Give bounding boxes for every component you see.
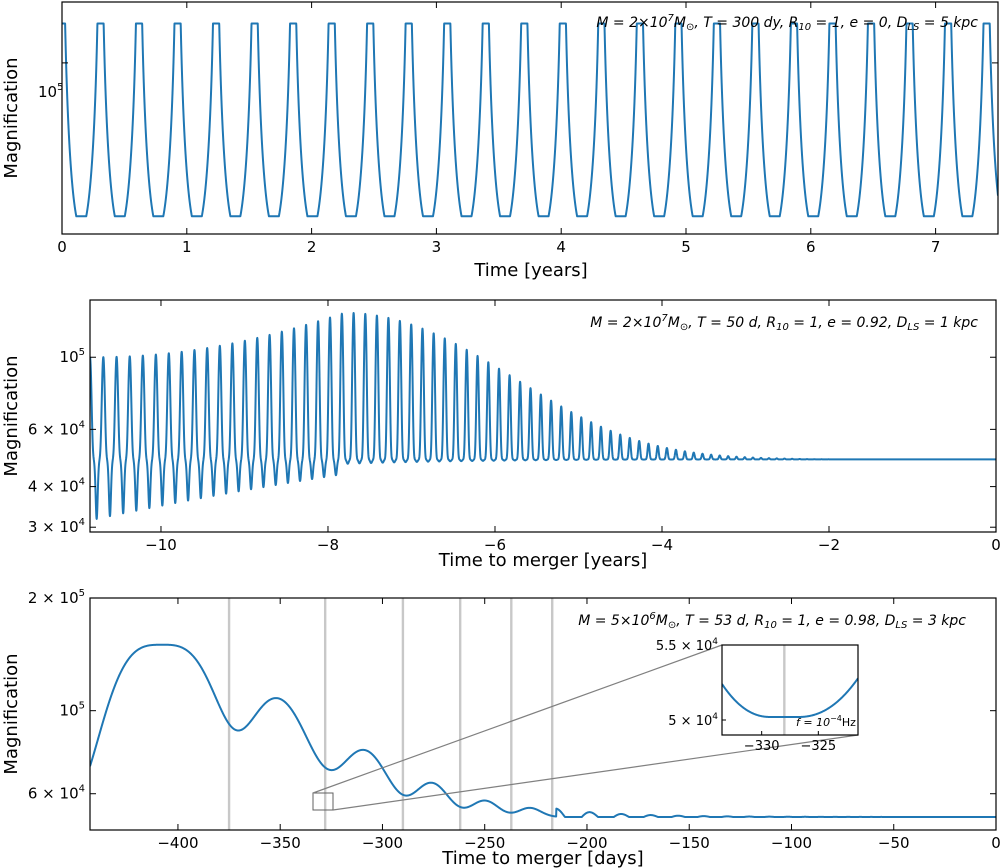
panel-bottom-ytick-label: 2 × 105 bbox=[28, 588, 85, 607]
inset-ticks: −330 −325 bbox=[722, 644, 836, 754]
panel-bottom-xlabel: Time to merger [days] bbox=[441, 848, 643, 868]
panel-middle: −10 −8 −6 −4 −2 0 M = 2×107M⊙, T = 50 d, R10 … bbox=[1, 299, 1000, 571]
panel-top-xtick-label: 2 bbox=[307, 238, 317, 256]
inset-xtick-label: −330 bbox=[744, 739, 780, 754]
panel-middle-ytick-labels: 105 6 × 104 4 × 104 3 × 104 bbox=[28, 347, 85, 536]
panel-bottom-magnification-curve bbox=[90, 643, 996, 818]
zoom-connector-upper bbox=[312, 644, 723, 794]
panel-top-xtick-label: 3 bbox=[432, 238, 442, 256]
inset-frequency-label: f = 10−4Hz bbox=[796, 714, 856, 729]
inset-series-group bbox=[722, 645, 858, 735]
panel-top-frame bbox=[61, 1, 999, 235]
panel-top-magnification-curve bbox=[62, 22, 998, 218]
panel-top-xtick-label: 0 bbox=[57, 238, 67, 256]
panel-bottom-xtick-label: 0 bbox=[991, 834, 1000, 852]
panel-top: 0 1 2 3 4 5 6 7 M = 2×107M⊙, T = 300 dy, R10 = … bbox=[1, 1, 999, 281]
panel-middle-magnification-curve bbox=[90, 312, 996, 520]
panel-bottom-xtick-label: −400 bbox=[157, 834, 198, 852]
panel-middle-xtick-label: −6 bbox=[484, 536, 506, 554]
panel-bottom-ytick-label: 6 × 104 bbox=[28, 784, 85, 803]
panel-middle-xtick-label: −10 bbox=[145, 536, 177, 554]
panel-middle-xtick-label: −2 bbox=[818, 536, 840, 554]
panel-bottom: −400 −350 −300 −250 −200 −150 −100 −50 0 M = 5×1… bbox=[1, 588, 1000, 868]
panel-top-xtick-label: 4 bbox=[556, 238, 566, 256]
panel-bottom-ylabel: Magnification bbox=[1, 653, 22, 774]
zoom-connector-lower bbox=[332, 734, 859, 811]
inset: −330 −325 5.5 × 104 5 × 104 f = 10−4Hz bbox=[656, 637, 859, 754]
panel-bottom-ytick-labels: 2 × 105 105 6 × 104 bbox=[28, 588, 85, 803]
inset-ytick-label: 5 × 104 bbox=[668, 712, 718, 729]
panel-top-xlabel: Time [years] bbox=[473, 260, 587, 281]
zoom-region-box bbox=[312, 792, 334, 811]
panel-bottom-plot-area bbox=[90, 598, 996, 830]
inset-frame bbox=[721, 644, 859, 736]
panel-top-xtick-label: 6 bbox=[806, 238, 816, 256]
panel-middle-ylabel: Magnification bbox=[1, 355, 22, 476]
panel-middle-xtick-label: −8 bbox=[317, 536, 339, 554]
panel-top-xtick-label: 5 bbox=[681, 238, 691, 256]
panel-bottom-ytick-label: 105 bbox=[60, 701, 85, 720]
panel-middle-xtick-label: −4 bbox=[651, 536, 673, 554]
panel-bottom-xtick-label: −50 bbox=[878, 834, 910, 852]
panel-middle-plot-area bbox=[90, 312, 996, 520]
panel-middle-ticks: −10 −8 −6 −4 −2 0 bbox=[90, 300, 1000, 554]
inset-ytick-label: 5.5 × 104 bbox=[656, 637, 718, 654]
panel-middle-ytick-label: 105 bbox=[60, 347, 85, 366]
panel-top-series-group bbox=[62, 22, 998, 218]
panel-middle-series-group bbox=[90, 312, 996, 520]
panel-top-ticks: 0 1 2 3 4 5 6 7 bbox=[57, 2, 998, 256]
inset-xtick-label: −325 bbox=[800, 739, 836, 754]
inset-background bbox=[722, 645, 858, 735]
inset-plot-area bbox=[722, 645, 858, 735]
panel-middle-ytick-label: 3 × 104 bbox=[28, 517, 85, 536]
panel-middle-frame bbox=[89, 299, 997, 533]
panel-bottom-frame bbox=[89, 597, 997, 831]
panel-bottom-xtick-label: −250 bbox=[464, 834, 505, 852]
panel-bottom-xtick-label: −150 bbox=[669, 834, 710, 852]
panel-bottom-annotation: M = 5×106M⊙, T = 53 d, R10 = 1, e = 0.98… bbox=[578, 611, 966, 631]
inset-magnification-curve bbox=[722, 677, 858, 718]
panel-bottom-xtick-label: −300 bbox=[362, 834, 403, 852]
inset-ytick-labels: 5.5 × 104 5 × 104 bbox=[656, 637, 718, 729]
panel-middle-xlabel: Time to merger [years] bbox=[438, 550, 647, 571]
panel-middle-xtick-label: 0 bbox=[991, 536, 1000, 554]
panel-top-annotation: M = 2×107M⊙, T = 300 dy, R10 = 1, e = 0,… bbox=[596, 13, 978, 33]
panel-middle-ytick-label: 4 × 104 bbox=[28, 477, 85, 496]
panel-bottom-ticks: −400 −350 −300 −250 −200 −150 −100 −50 0 bbox=[90, 597, 1000, 852]
panel-top-xtick-label: 7 bbox=[931, 238, 941, 256]
panel-top-plot-area bbox=[62, 22, 998, 218]
panel-top-xtick-label: 1 bbox=[182, 238, 192, 256]
panel-top-ylabel: Magnification bbox=[1, 57, 22, 178]
panel-bottom-xtick-label: −100 bbox=[771, 834, 812, 852]
panel-bottom-xtick-label: −200 bbox=[566, 834, 607, 852]
panel-middle-annotation: M = 2×107M⊙, T = 50 d, R10 = 1, e = 0.92… bbox=[590, 313, 978, 333]
panel-bottom-series-group bbox=[90, 598, 996, 830]
panel-middle-ytick-label: 6 × 104 bbox=[28, 419, 85, 438]
panel-bottom-xtick-label: −350 bbox=[260, 834, 301, 852]
panel-top-ytick-label: 105 bbox=[38, 82, 63, 101]
